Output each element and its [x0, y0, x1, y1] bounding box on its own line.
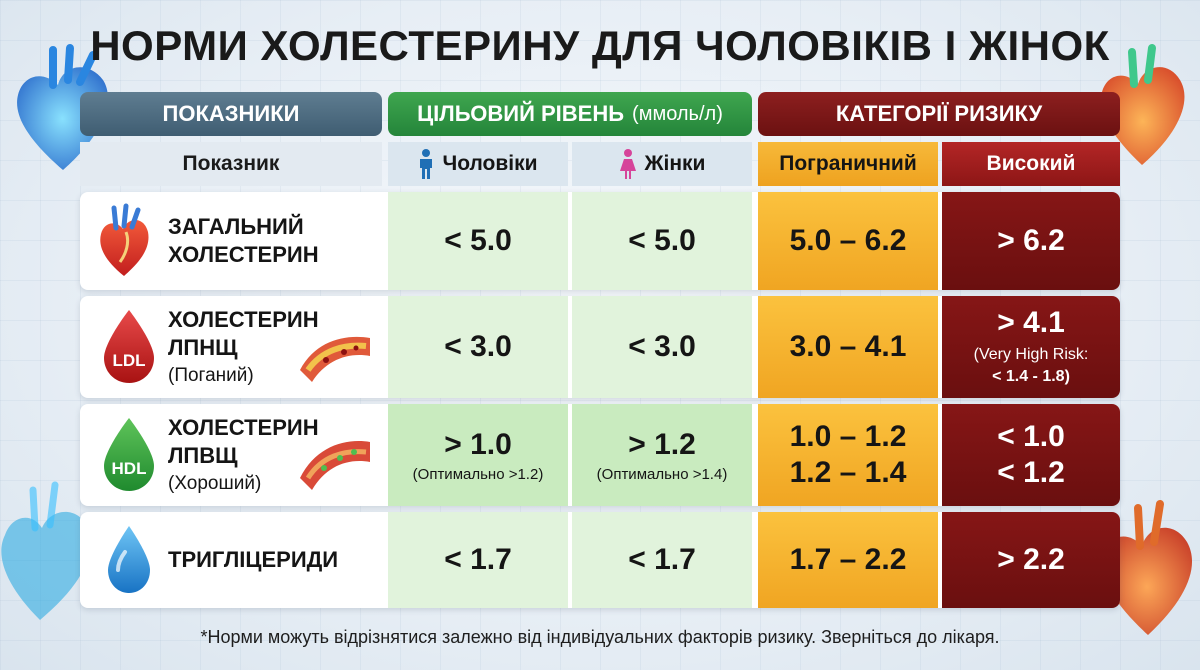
indicator-name-sub: (Хороший) [168, 473, 262, 494]
indicator-name: ТРИГЛІЦЕРИДИ [168, 546, 338, 574]
men-value: < 1.7 [444, 543, 512, 576]
subheader-women-label: Жінки [644, 152, 706, 175]
high-value-cell: > 6.2 [942, 192, 1120, 290]
women-value: < 5.0 [628, 224, 696, 257]
borderline-value: 5.0 – 6.2 [789, 224, 907, 257]
high-note-line2: < 1.4 - 1.8) [992, 368, 1070, 385]
men-value-cell: < 5.0 [388, 192, 568, 290]
table-row: ЗАГАЛЬНИЙ ХОЛЕСТЕРИН < 5.0 < 5.0 5.0 – 6… [80, 192, 1120, 290]
page-title: НОРМИ ХОЛЕСТЕРИНУ ДЛЯ ЧОЛОВІКІВ І ЖІНОК [90, 22, 1110, 69]
high-value-cell: > 4.1 (Very High Risk: < 1.4 - 1.8) [942, 296, 1120, 398]
subheader-borderline-label: Пограничний [779, 152, 917, 175]
borderline-value-line2: 1.2 – 1.4 [789, 456, 907, 489]
subheader-men-label: Чоловіки [442, 152, 538, 175]
artery-icon [300, 336, 370, 382]
borderline-value: 3.0 – 4.1 [789, 330, 907, 363]
women-value: > 1.2 [628, 427, 696, 461]
header-target-unit: (ммоль/л) [632, 102, 723, 125]
borderline-value-cell: 5.0 – 6.2 [758, 192, 938, 290]
indicator-name-line2: ЛПНЩ [168, 335, 238, 360]
hdl-drop-icon: HDL [104, 418, 154, 491]
header-indicators: ПОКАЗНИКИ [80, 92, 382, 136]
ldl-badge: LDL [112, 351, 145, 370]
table-row: ТРИГЛІЦЕРИДИ < 1.7 < 1.7 1.7 – 2.2 > 2.2 [80, 512, 1120, 608]
header-target: ЦІЛЬОВИЙ РІВЕНЬ (ммоль/л) [388, 92, 752, 136]
high-value-cell: > 2.2 [942, 512, 1120, 608]
men-value: > 1.0 [444, 427, 512, 461]
indicator-name-line1: ХОЛЕСТЕРИН [168, 415, 319, 440]
women-value-cell: < 3.0 [572, 296, 752, 398]
subheader-men: Чоловіки [388, 142, 568, 186]
female-icon [619, 149, 636, 179]
male-icon [420, 149, 433, 179]
heart-icon [1, 481, 91, 620]
subheader-indicator-label: Показник [182, 152, 280, 175]
heart-icon [1100, 44, 1185, 165]
men-value: < 3.0 [444, 330, 512, 363]
high-note-line1: (Very High Risk: [973, 346, 1089, 363]
borderline-value-line1: 1.0 – 1.2 [789, 420, 907, 453]
indicator-name-line1: ТРИГЛІЦЕРИДИ [168, 547, 339, 572]
women-value-cell: < 5.0 [572, 192, 752, 290]
footnote: *Норми можуть відрізнятися залежно від і… [200, 627, 1000, 647]
header-target-label: ЦІЛЬОВИЙ РІВЕНЬ [417, 101, 625, 126]
women-value-cell: > 1.2 (Оптимально >1.4) [572, 404, 752, 506]
borderline-value-cell: 1.7 – 2.2 [758, 512, 938, 608]
high-value: > 6.2 [997, 224, 1065, 257]
indicator-name: ХОЛЕСТЕРИН ЛПНЩ (Поганий) [168, 306, 319, 390]
women-value-cell: < 1.7 [572, 512, 752, 608]
indicator-name-line1: ХОЛЕСТЕРИН [168, 307, 319, 332]
borderline-value-cell: 3.0 – 4.1 [758, 296, 938, 398]
table-row: HDL ХОЛЕСТЕРИН ЛПВЩ (Хороший) > 1.0 (Опт… [80, 404, 1120, 506]
women-value: < 1.7 [628, 543, 696, 576]
ldl-drop-icon: LDL [104, 310, 154, 383]
hdl-badge: HDL [112, 459, 147, 478]
header-risk-label: КАТЕГОРІЇ РИЗИКУ [835, 101, 1043, 126]
high-value: > 2.2 [997, 543, 1065, 576]
indicator-name-sub: (Поганий) [168, 365, 254, 386]
men-value-cell: < 3.0 [388, 296, 568, 398]
men-note: (Оптимально >1.2) [412, 465, 544, 483]
heart-icon [100, 203, 149, 276]
high-value-line2: < 1.2 [997, 456, 1065, 489]
high-value-line1: < 1.0 [997, 420, 1065, 453]
artery-icon [300, 441, 370, 490]
indicator-name: ЗАГАЛЬНИЙ ХОЛЕСТЕРИН [168, 213, 319, 269]
subheader-borderline: Пограничний [758, 142, 938, 186]
subheader-high-label: Високий [986, 152, 1076, 175]
men-value-cell: < 1.7 [388, 512, 568, 608]
subheader-indicator: Показник [80, 142, 382, 186]
high-value: > 4.1 [997, 306, 1065, 339]
men-value-cell: > 1.0 (Оптимально >1.2) [388, 404, 568, 506]
indicator-name-line2: ХОЛЕСТЕРИН [168, 242, 319, 267]
borderline-value: 1.7 – 2.2 [789, 543, 907, 576]
header-indicators-label: ПОКАЗНИКИ [162, 101, 300, 126]
indicator-name-line1: ЗАГАЛЬНИЙ [168, 214, 304, 239]
indicator-name: ХОЛЕСТЕРИН ЛПВЩ (Хороший) [168, 414, 319, 498]
women-note: (Оптимально >1.4) [596, 465, 728, 483]
subheader-women: Жінки [572, 142, 752, 186]
heart-icon [1102, 500, 1193, 635]
header-risk: КАТЕГОРІЇ РИЗИКУ [758, 92, 1120, 136]
water-drop-icon [108, 526, 150, 593]
subheader-high: Високий [942, 142, 1120, 186]
borderline-value-cell: 1.0 – 1.2 1.2 – 1.4 [758, 404, 938, 506]
table-row: LDL ХОЛЕСТЕРИН ЛПНЩ (Поганий) < 3.0 < 3.… [80, 296, 1120, 398]
women-value: < 3.0 [628, 330, 696, 363]
men-value: < 5.0 [444, 224, 512, 257]
high-value-cell: < 1.0 < 1.2 [942, 404, 1120, 506]
indicator-name-line2: ЛПВЩ [168, 443, 238, 468]
